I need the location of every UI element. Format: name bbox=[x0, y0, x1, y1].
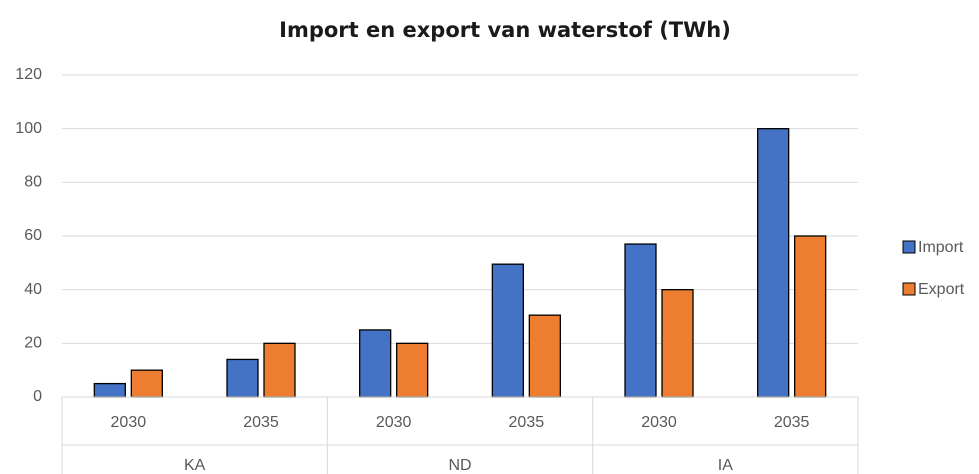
y-tick-label: 40 bbox=[24, 281, 42, 298]
bar bbox=[130, 369, 163, 398]
bar bbox=[359, 329, 392, 398]
x-tick-label: 2030 bbox=[641, 414, 677, 431]
x-tick-label: 2035 bbox=[243, 414, 279, 431]
bar bbox=[794, 235, 827, 398]
bar bbox=[491, 263, 524, 398]
y-tick-label: 0 bbox=[33, 388, 42, 405]
group-label: KA bbox=[184, 457, 206, 474]
x-tick-label: 2035 bbox=[509, 414, 545, 431]
y-tick-label: 120 bbox=[15, 66, 42, 83]
y-tick-label: 100 bbox=[15, 120, 42, 137]
bar bbox=[396, 342, 429, 398]
y-tick-label: 60 bbox=[24, 227, 42, 244]
group-label: ND bbox=[448, 457, 471, 474]
x-tick-label: 2030 bbox=[376, 414, 412, 431]
bar bbox=[263, 342, 296, 398]
chart-title: Import en export van waterstof (TWh) bbox=[279, 18, 731, 42]
legend-label: Import bbox=[918, 239, 964, 256]
bar bbox=[661, 289, 694, 398]
legend-label: Export bbox=[918, 281, 965, 298]
bar bbox=[624, 243, 657, 398]
x-tick-label: 2035 bbox=[774, 414, 810, 431]
bar bbox=[528, 314, 561, 398]
bar bbox=[757, 128, 790, 398]
y-tick-label: 80 bbox=[24, 174, 42, 191]
legend-swatch bbox=[902, 282, 916, 296]
x-tick-label: 2030 bbox=[111, 414, 147, 431]
y-tick-label: 20 bbox=[24, 335, 42, 352]
bar bbox=[226, 358, 259, 398]
group-label: IA bbox=[718, 457, 733, 474]
bar bbox=[93, 382, 126, 398]
legend-swatch bbox=[902, 240, 916, 254]
